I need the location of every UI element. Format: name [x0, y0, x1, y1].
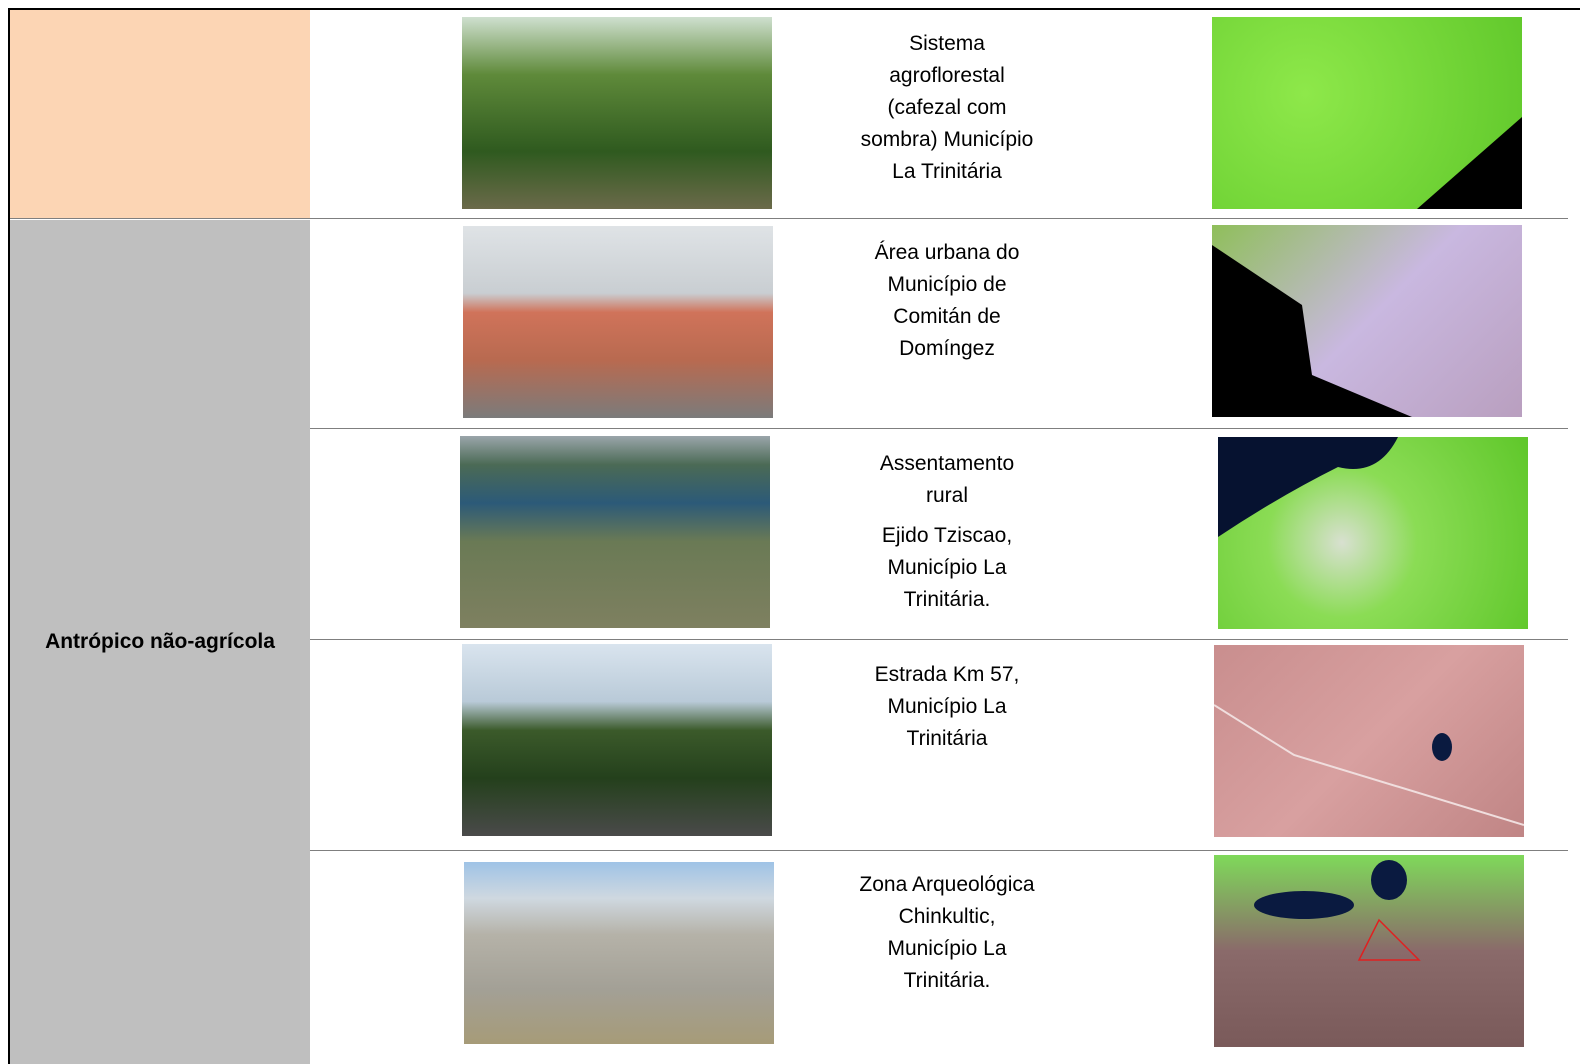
mask	[1254, 860, 1421, 961]
satellite-image	[1212, 17, 1522, 209]
mask	[1417, 117, 1522, 209]
category-cell	[10, 10, 310, 218]
field-photo	[463, 226, 773, 418]
mask	[1218, 437, 1398, 537]
field-photo	[460, 436, 770, 628]
description-text: Área urbana do Município de Comitán de D…	[874, 241, 1020, 360]
mask	[1214, 704, 1524, 826]
satellite-image	[1214, 855, 1524, 1047]
field-photo	[464, 862, 774, 1044]
description-text: Ejido Tziscao, Município La Trinitária.	[881, 524, 1013, 611]
category-label: Antrópico não-agrícola	[45, 630, 275, 653]
row-divider	[310, 639, 1568, 640]
description: Assentamento rural Ejido Tziscao, Municíp…	[857, 448, 1037, 624]
row-divider	[310, 428, 1568, 429]
satellite-image	[1214, 645, 1524, 837]
field-photo	[462, 17, 772, 209]
category-cell: Antrópico não-agrícola	[10, 220, 310, 1064]
description-text: Estrada Km 57, Município La Trinitária	[874, 663, 1020, 750]
description: Área urbana do Município de Comitán de D…	[857, 237, 1037, 373]
satellite-image	[1218, 437, 1528, 629]
description-text: Sistema agroflorestal (cafezal com sombr…	[860, 32, 1034, 183]
row-divider	[310, 850, 1568, 851]
description: Sistema agroflorestal (cafezal com sombr…	[857, 28, 1037, 196]
row-divider	[10, 218, 1568, 219]
satellite-image	[1212, 225, 1522, 417]
description-text: Assentamento rural	[879, 452, 1015, 507]
table-frame	[8, 8, 1580, 1064]
description: Zona Arqueológica Chinkultic, Município …	[857, 869, 1037, 1005]
field-photo	[462, 644, 772, 836]
mask	[1212, 245, 1412, 417]
description: Estrada Km 57, Município La Trinitária	[857, 659, 1037, 763]
description-text: Zona Arqueológica Chinkultic, Município …	[859, 873, 1035, 992]
